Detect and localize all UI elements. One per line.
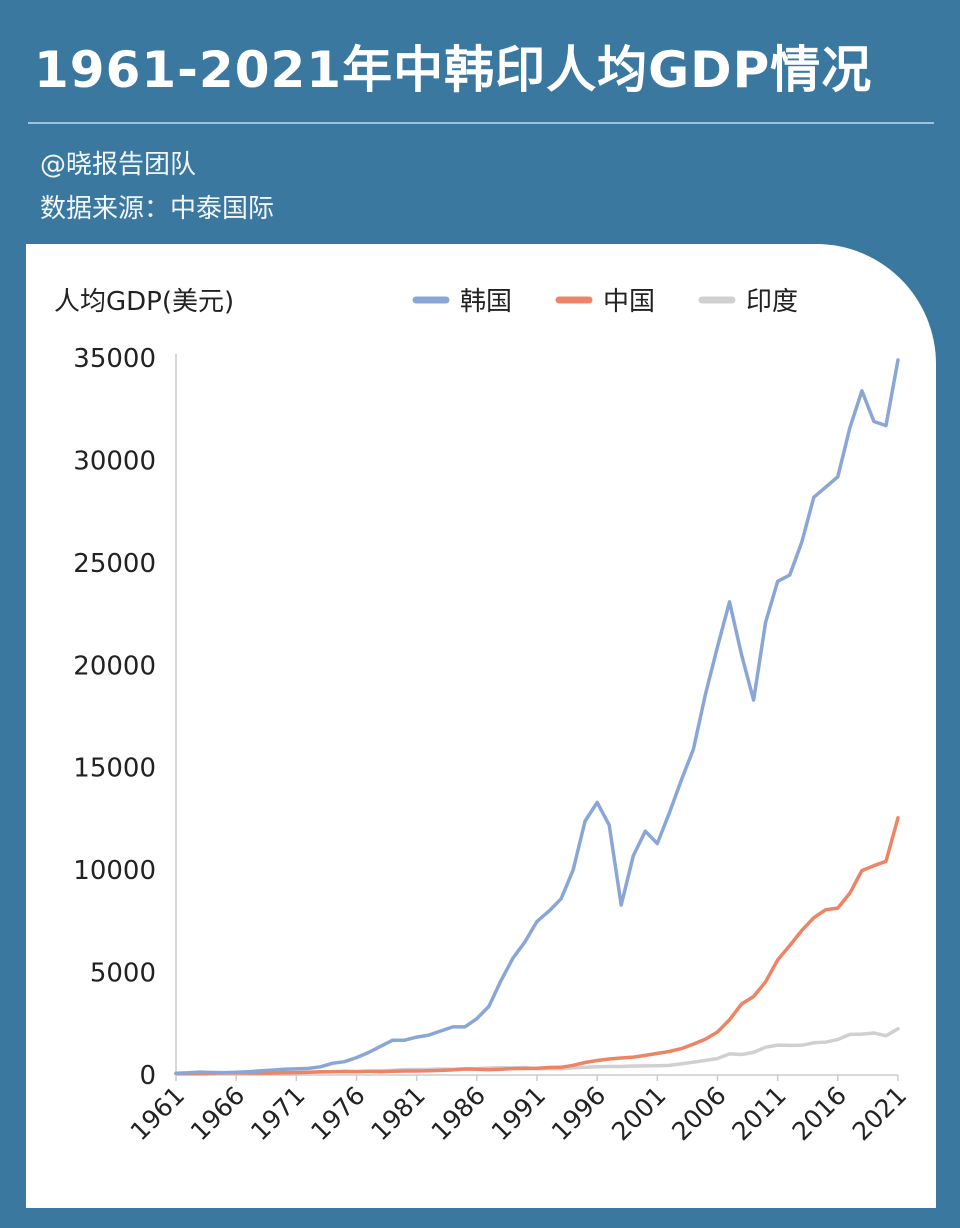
y-axis-label: 人均GDP(美元) [54,287,234,317]
chart-card: 人均GDP(美元) 韩国 中国 印度 0 5000 10000 15000 20000 25000… [26,244,936,1208]
x-tick-label: 2011 [726,1081,791,1146]
x-tick-label: 1966 [185,1081,250,1146]
y-tick-label: 15000 [73,754,156,784]
title-divider [28,122,934,124]
y-tick-label: 0 [139,1061,156,1091]
x-tick-label: 2001 [606,1081,671,1146]
x-tick-label: 1961 [125,1081,190,1146]
line-chart: 人均GDP(美元) 韩国 中国 印度 0 5000 10000 15000 20000 25000… [54,287,912,1146]
y-tick-label: 5000 [90,959,156,989]
legend-label-1: 中国 [603,287,655,317]
y-tick-label: 35000 [73,344,156,374]
source-label: 数据来源：中泰国际 [40,194,275,224]
series-line-0 [174,358,900,1075]
x-tick-label: 2021 [847,1081,912,1146]
x-tick-label: 1986 [426,1081,491,1146]
author-label: @晓报告团队 [40,150,197,180]
y-tick-label: 20000 [73,651,156,681]
page-title: 1961-2021年中韩印人均GDP情况 [34,41,873,99]
y-tick-label: 30000 [73,446,156,476]
y-tick-label: 25000 [73,549,156,579]
legend-label-2: 印度 [746,287,798,317]
x-tick-label: 2006 [666,1081,731,1146]
x-tick-label: 2016 [787,1081,852,1146]
x-tick-label: 1996 [546,1081,611,1146]
series-line-1 [174,816,900,1076]
x-tick-label: 1976 [305,1081,370,1146]
y-tick-label: 10000 [73,856,156,886]
header: 1961-2021年中韩印人均GDP情况 @晓报告团队 数据来源：中泰国际 [0,0,960,250]
x-tick-label: 1991 [486,1081,551,1146]
legend-label-0: 韩国 [460,287,512,317]
x-tick-label: 1971 [245,1081,310,1146]
x-tick-label: 1981 [365,1081,430,1146]
